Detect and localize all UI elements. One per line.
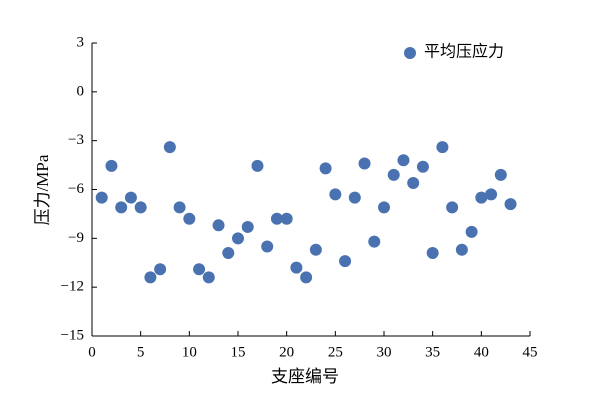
point: [300, 271, 313, 284]
legend-marker: [404, 47, 416, 59]
point: [368, 235, 381, 248]
point: [134, 201, 147, 214]
point: [348, 191, 361, 204]
point: [397, 154, 410, 167]
x-tick-label: 25: [328, 344, 343, 360]
y-axis-label: 压力/MPa: [33, 154, 52, 225]
x-tick-label: 5: [137, 344, 145, 360]
point: [426, 246, 439, 259]
point: [309, 243, 322, 256]
point: [416, 160, 429, 173]
x-tick-label: 10: [182, 344, 197, 360]
point: [339, 255, 352, 268]
x-tick-label: 20: [279, 344, 294, 360]
point: [358, 157, 371, 170]
point: [173, 201, 186, 214]
point: [124, 191, 137, 204]
y-tick-label: −15: [61, 327, 84, 343]
x-tick-label: 35: [425, 344, 440, 360]
point: [232, 232, 244, 245]
point: [407, 176, 420, 189]
point: [329, 188, 342, 201]
y-tick-label: −12: [61, 279, 84, 295]
y-tick-label: −6: [68, 181, 84, 197]
x-tick-label: 0: [88, 344, 96, 360]
point: [154, 263, 167, 276]
y-tick-label: 3: [77, 34, 85, 50]
point: [222, 246, 235, 259]
point: [193, 263, 206, 276]
point: [465, 225, 478, 238]
y-tick-label: −3: [68, 132, 84, 148]
x-axis-label: 支座编号: [271, 367, 339, 386]
x-tick-label: 30: [377, 344, 392, 360]
x-tick-label: 40: [474, 344, 489, 360]
point: [290, 261, 303, 274]
point: [212, 219, 225, 232]
point: [319, 162, 332, 175]
point: [378, 201, 390, 214]
point: [163, 141, 176, 154]
y-tick-label: 0: [77, 83, 85, 99]
point: [494, 168, 507, 181]
x-tick-label: 15: [231, 344, 246, 360]
point: [115, 201, 128, 214]
point: [270, 212, 283, 225]
point: [95, 191, 108, 204]
legend-label: 平均压应力: [424, 42, 504, 61]
point: [280, 212, 293, 225]
point: [251, 159, 264, 172]
point: [455, 243, 468, 256]
point: [387, 168, 400, 181]
point: [504, 198, 517, 211]
point: [475, 191, 488, 204]
point: [183, 212, 196, 225]
point: [485, 188, 498, 201]
x-tick-label: 45: [523, 344, 538, 360]
point: [202, 271, 215, 284]
point: [241, 220, 254, 233]
point: [261, 240, 274, 253]
y-tick-label: −9: [68, 230, 84, 246]
point: [144, 271, 157, 284]
point: [105, 159, 118, 172]
point: [436, 141, 449, 154]
point: [446, 201, 459, 214]
